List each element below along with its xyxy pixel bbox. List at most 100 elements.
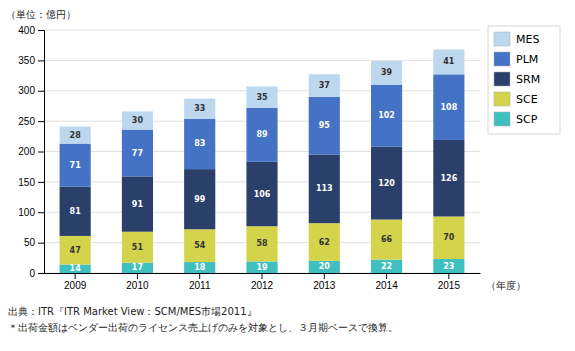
data-label: 108 xyxy=(441,103,458,112)
y-axis-line xyxy=(38,31,45,274)
data-label: 37 xyxy=(319,81,330,90)
legend-item: SCP xyxy=(494,112,538,126)
legend-label: MES xyxy=(516,33,539,46)
data-label: 17 xyxy=(132,263,143,272)
y-tick-label: 350 xyxy=(18,55,35,66)
bar xyxy=(60,144,91,187)
y-axis: 050100150200250300350400 xyxy=(18,25,44,279)
y-tick: 400 xyxy=(18,25,44,36)
legend-swatch xyxy=(494,92,510,106)
annotation: 出典：ITR『ITR Market View：SCM/MES市場2011』 xyxy=(8,306,257,317)
data-label: 20 xyxy=(319,262,331,271)
bar xyxy=(184,169,215,229)
bar xyxy=(246,86,277,107)
bar xyxy=(309,261,340,273)
x-tick-mark xyxy=(137,273,138,279)
x-tick-mark xyxy=(324,273,325,279)
y-tick-label: 150 xyxy=(18,177,35,188)
x-tick-mark xyxy=(75,273,76,279)
y-tick-label: 400 xyxy=(18,25,35,36)
bar xyxy=(371,260,402,273)
legend: MES PLM SRM SCE SCP xyxy=(488,26,560,134)
series xyxy=(60,74,465,186)
x-tick-label: 2013 xyxy=(313,280,336,291)
bar xyxy=(246,162,277,226)
x-tick: 2010 xyxy=(126,273,149,291)
x-tick-mark xyxy=(262,273,263,279)
bar xyxy=(122,263,153,273)
legend-item: PLM xyxy=(494,52,538,66)
x-tick-label: 2009 xyxy=(64,280,87,291)
data-label: 66 xyxy=(381,235,393,244)
bar xyxy=(246,108,277,162)
y-tick-mark xyxy=(38,243,44,244)
bar xyxy=(309,74,340,96)
bar xyxy=(184,119,215,169)
data-label: 99 xyxy=(194,195,206,204)
legend-label: SCE xyxy=(516,93,538,106)
x-tick: 2014 xyxy=(375,273,398,291)
data-label: 126 xyxy=(441,174,458,183)
data-label: 22 xyxy=(381,262,392,271)
bar xyxy=(309,223,340,261)
legend-swatch xyxy=(494,52,510,66)
y-tick-label: 200 xyxy=(18,146,35,157)
x-tick-mark xyxy=(199,273,200,279)
data-label: 35 xyxy=(256,93,268,102)
x-tick-label: 2010 xyxy=(126,280,149,291)
bar xyxy=(122,176,153,231)
bars xyxy=(60,49,465,273)
y-tick-label: 0 xyxy=(29,268,35,279)
grid-line xyxy=(44,30,480,31)
data-label: 83 xyxy=(194,139,205,148)
x-tick-label: 2015 xyxy=(438,280,461,291)
bar xyxy=(60,127,91,144)
y-tick-mark xyxy=(38,212,44,213)
y-tick-mark xyxy=(38,30,44,31)
data-label: 51 xyxy=(132,243,144,252)
bar xyxy=(122,111,153,129)
legend-item: MES xyxy=(494,32,539,46)
data-label: 95 xyxy=(319,121,331,130)
bar xyxy=(433,74,464,140)
bar xyxy=(371,147,402,220)
y-tick: 0 xyxy=(29,268,44,279)
data-label: 18 xyxy=(194,263,206,272)
bar xyxy=(433,217,464,260)
data-label: 14 xyxy=(70,264,82,273)
legend-item: SCE xyxy=(494,92,538,106)
data-label: 91 xyxy=(132,200,144,209)
bar xyxy=(433,49,464,74)
legend-swatch xyxy=(494,112,510,126)
y-tick-mark xyxy=(38,273,44,274)
bar xyxy=(371,61,402,85)
data-label: 23 xyxy=(443,262,454,271)
bar xyxy=(371,220,402,260)
bar xyxy=(371,85,402,147)
data-label: 70 xyxy=(443,233,455,242)
x-tick: 2012 xyxy=(251,273,274,291)
data-label: 58 xyxy=(256,239,268,248)
y-axis-title: （単位：億円） xyxy=(6,9,76,20)
x-tick-label: 2012 xyxy=(251,280,274,291)
data-label: 39 xyxy=(381,68,393,77)
x-tick: 2015 xyxy=(438,273,461,291)
bar xyxy=(246,261,277,273)
y-tick-mark xyxy=(38,152,44,153)
y-tick-mark xyxy=(38,121,44,122)
legend-label: SRM xyxy=(516,73,540,86)
bar xyxy=(184,99,215,119)
y-tick: 100 xyxy=(18,207,44,218)
y-tick: 150 xyxy=(18,177,44,188)
grid xyxy=(44,30,480,273)
y-tick-mark xyxy=(38,182,44,183)
grid-line xyxy=(44,60,480,61)
chart: 1417181920222347515458626670819199106113… xyxy=(0,0,575,351)
bar xyxy=(433,259,464,273)
y-tick-label: 50 xyxy=(24,237,36,248)
y-tick-mark xyxy=(38,60,44,61)
y-tick: 350 xyxy=(18,55,44,66)
bar xyxy=(122,130,153,177)
data-label: 30 xyxy=(132,116,144,125)
data-label: 120 xyxy=(378,179,395,188)
